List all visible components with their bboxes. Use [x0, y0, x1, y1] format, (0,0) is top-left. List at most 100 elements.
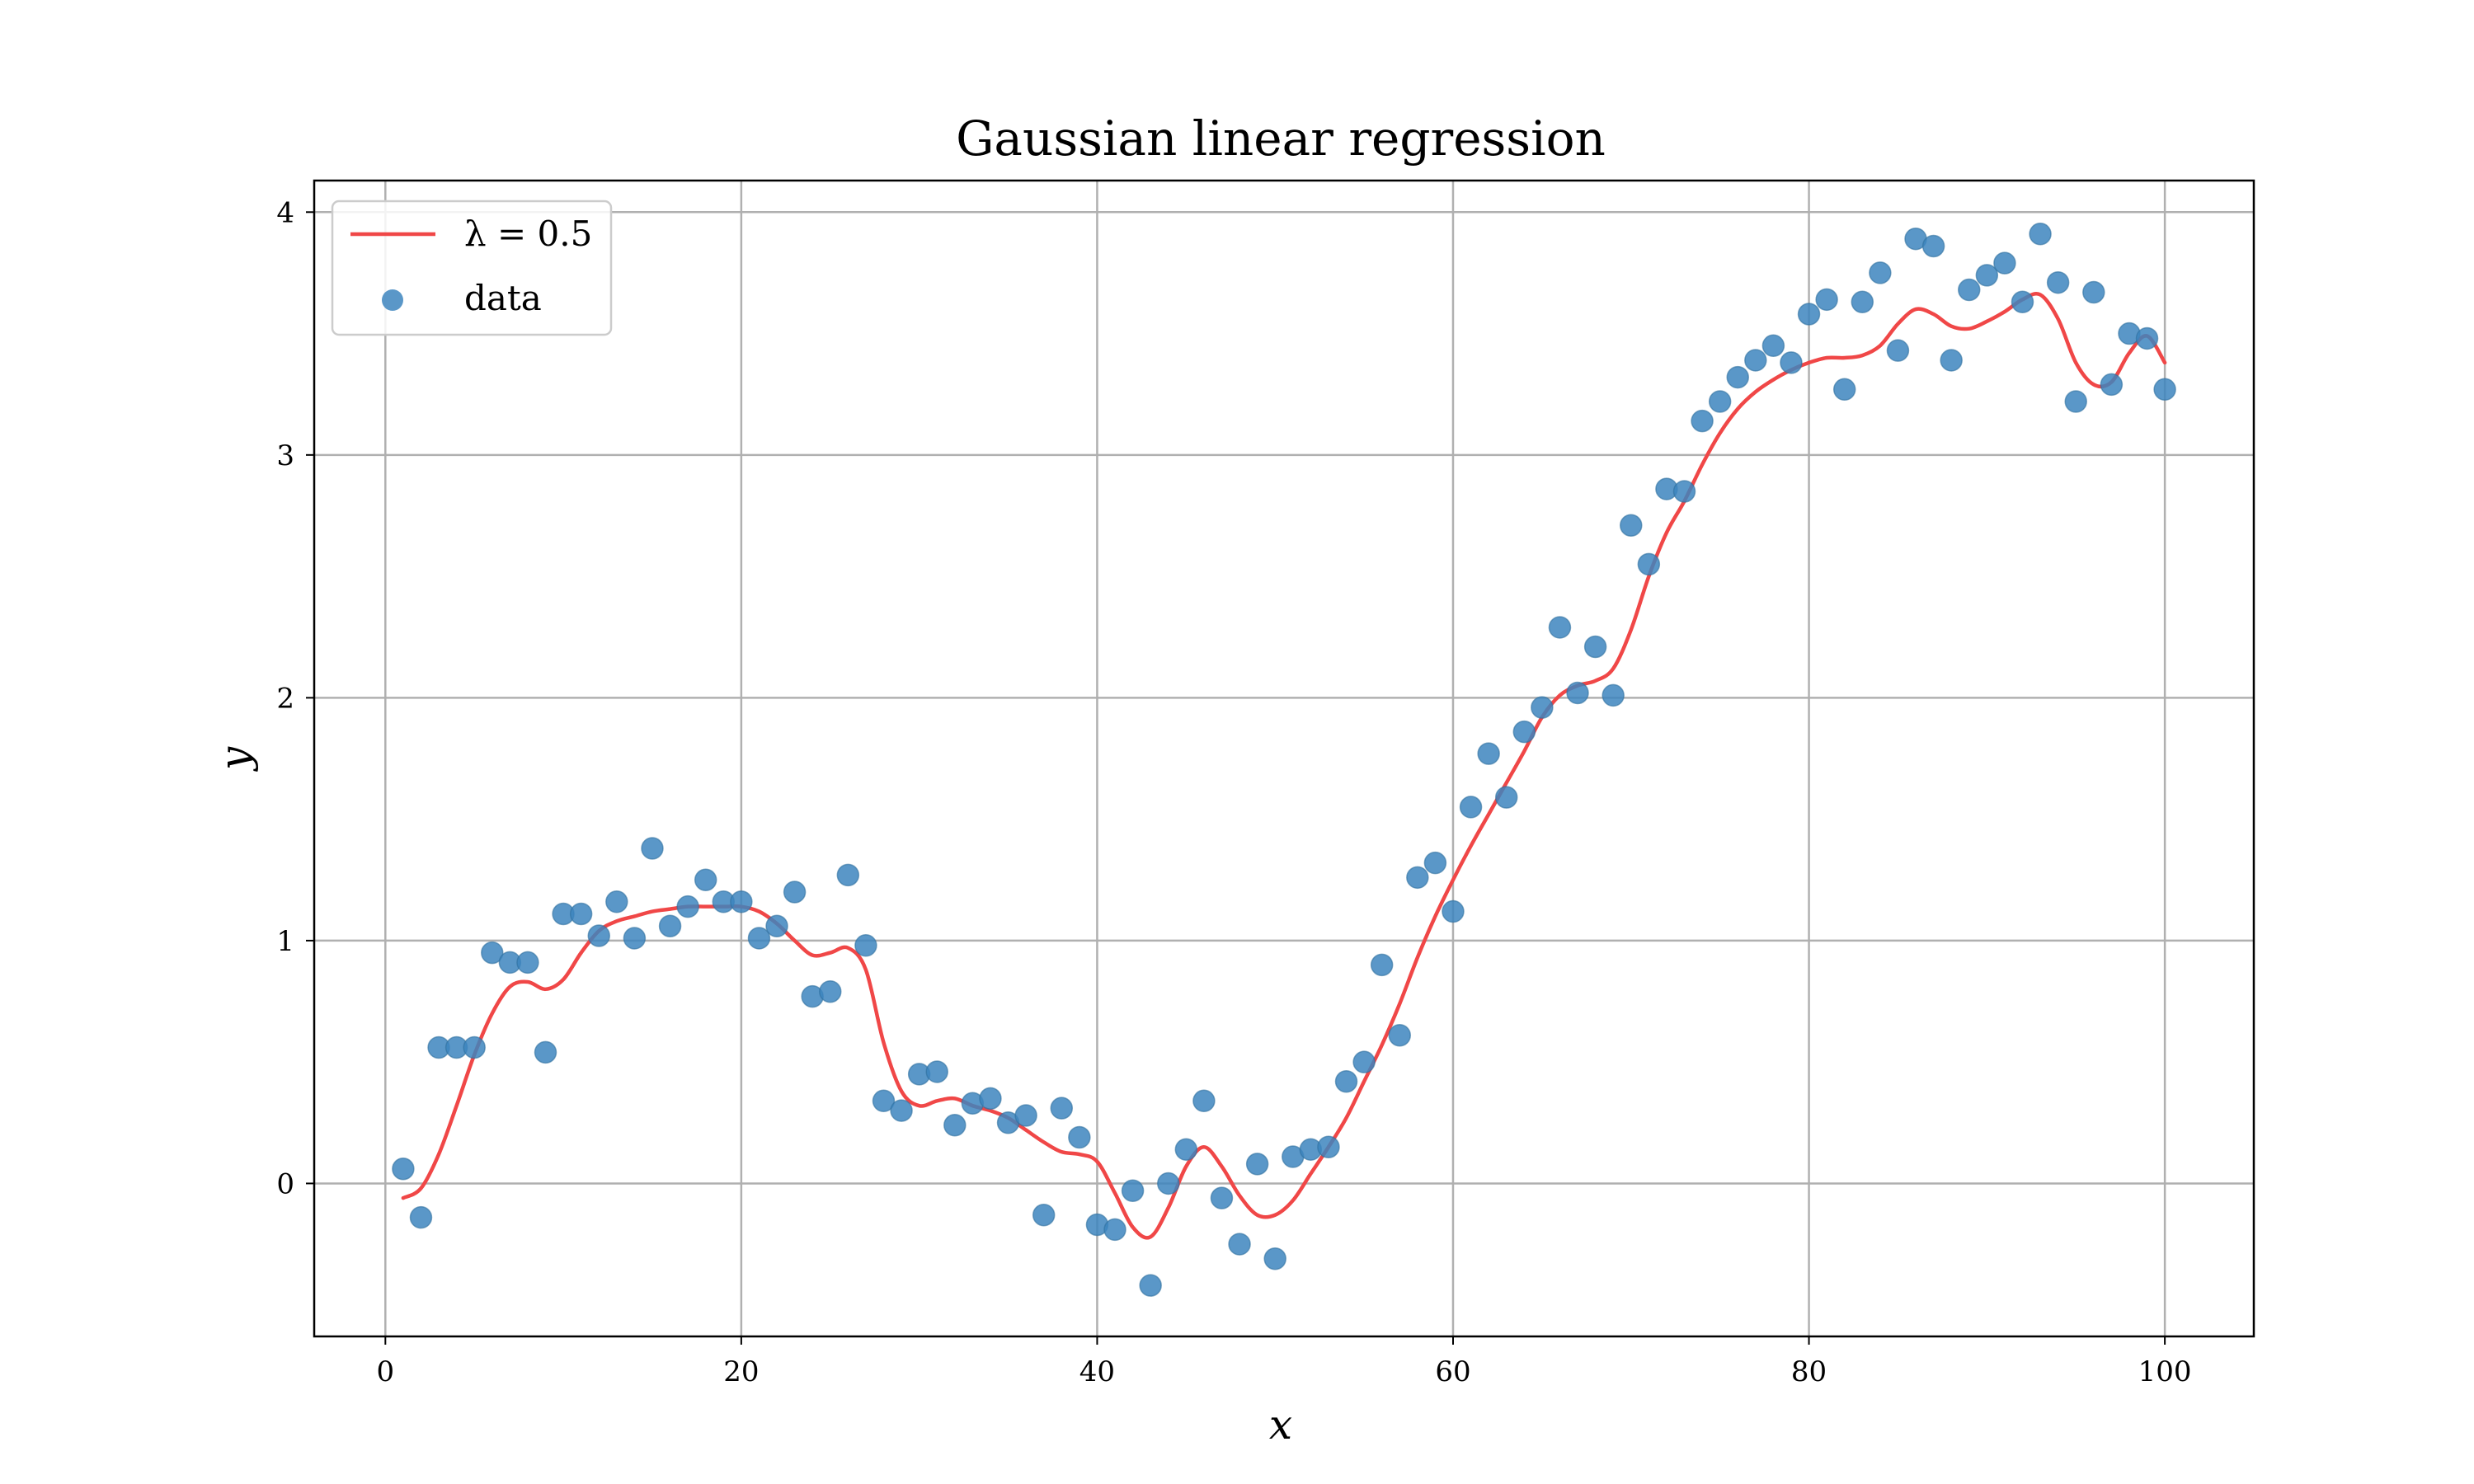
data-point: [1228, 1233, 1251, 1256]
data-point: [1940, 349, 1963, 372]
scatter-points: [392, 223, 2176, 1297]
data-point: [1334, 1069, 1358, 1093]
data-point: [1352, 1050, 1376, 1073]
data-point: [1459, 796, 1483, 819]
data-point: [872, 1089, 896, 1113]
plot-area: 0 20 40 60 80 100 0 1 2 3 4: [276, 179, 2255, 1388]
data-point: [1672, 480, 1696, 503]
data-point: [1602, 683, 1625, 707]
data-point: [1370, 953, 1394, 977]
data-point: [747, 927, 771, 950]
data-point: [2064, 390, 2087, 413]
data-point: [569, 902, 593, 926]
data-point: [1691, 409, 1714, 433]
data-point: [1761, 334, 1785, 358]
data-point: [658, 914, 682, 937]
x-tick-label: 80: [1791, 1355, 1827, 1388]
x-axis-ticks: 0 20 40 60 80 100: [376, 1336, 2192, 1388]
data-point: [1103, 1218, 1126, 1242]
y-tick-label: 3: [276, 439, 294, 472]
data-point: [1494, 786, 1518, 809]
data-point: [2011, 290, 2034, 314]
data-point: [1548, 616, 1572, 639]
data-point: [1014, 1104, 1037, 1127]
data-point: [1174, 1138, 1198, 1161]
data-point: [765, 914, 788, 937]
data-point: [392, 1158, 415, 1181]
data-point: [854, 934, 877, 957]
legend-label-data: data: [464, 278, 542, 318]
data-point: [819, 980, 842, 1003]
data-point: [925, 1060, 948, 1083]
data-point: [409, 1205, 433, 1229]
data-point: [1637, 552, 1661, 576]
plot-frame: [314, 181, 2254, 1336]
data-point: [1921, 234, 1945, 258]
data-point: [1245, 1153, 1269, 1176]
data-point: [2100, 373, 2124, 397]
data-point: [836, 863, 860, 887]
data-point: [1726, 365, 1749, 389]
data-point: [1210, 1186, 1234, 1209]
data-point: [1958, 278, 1981, 302]
data-point: [1869, 261, 1892, 284]
data-point: [1797, 303, 1821, 326]
data-point: [534, 1040, 557, 1064]
data-point: [481, 941, 504, 965]
x-tick-label: 20: [723, 1355, 759, 1388]
x-axis-label: x: [1269, 1401, 1292, 1449]
data-point: [1423, 851, 1447, 875]
data-point: [2135, 326, 2159, 350]
data-point: [1156, 1172, 1180, 1195]
data-point: [694, 868, 717, 892]
data-point: [1442, 899, 1465, 923]
data-point: [2046, 270, 2070, 294]
data-point: [1780, 351, 1803, 374]
data-point: [730, 890, 753, 913]
data-point: [1815, 288, 1838, 312]
data-point: [1832, 378, 1856, 402]
x-tick-label: 0: [376, 1355, 394, 1388]
data-point: [516, 951, 539, 974]
legend-label-regression: λ = 0.5: [464, 214, 592, 254]
y-tick-label: 1: [276, 925, 294, 958]
data-point: [2029, 223, 2052, 246]
data-point: [1068, 1125, 1091, 1149]
data-point: [605, 890, 628, 913]
data-point: [587, 924, 610, 947]
data-point: [1139, 1274, 1162, 1297]
plot-border: [313, 179, 2255, 1338]
legend-marker-swatch: [382, 289, 403, 311]
data-point: [2082, 280, 2105, 304]
data-point: [1477, 742, 1500, 765]
data-point: [623, 927, 647, 950]
data-point: [1583, 635, 1607, 659]
data-point: [783, 881, 807, 904]
data-point: [676, 895, 699, 918]
data-point: [1620, 514, 1643, 537]
x-tick-label: 100: [2138, 1355, 2192, 1388]
data-point: [1050, 1097, 1074, 1120]
y-tick-label: 2: [276, 682, 294, 715]
legend: λ = 0.5 data: [331, 200, 613, 336]
data-point: [641, 837, 664, 860]
x-tick-label: 60: [1435, 1355, 1470, 1388]
data-point: [463, 1036, 486, 1059]
y-tick-label: 4: [276, 196, 294, 229]
x-tick-label: 40: [1079, 1355, 1115, 1388]
data-point: [1032, 1203, 1056, 1227]
data-point: [1263, 1247, 1286, 1270]
data-point: [979, 1087, 1002, 1111]
data-point: [943, 1114, 967, 1137]
data-point: [2153, 378, 2176, 402]
data-point: [1744, 349, 1767, 372]
data-point: [1531, 696, 1554, 719]
data-point: [1317, 1135, 1340, 1159]
data-point: [1512, 720, 1536, 744]
chart-title: Gaussian linear regression: [956, 110, 1606, 167]
data-point: [1886, 339, 1910, 362]
y-axis-label: y: [211, 746, 259, 772]
data-point: [1192, 1089, 1216, 1113]
data-point: [1993, 251, 2016, 275]
